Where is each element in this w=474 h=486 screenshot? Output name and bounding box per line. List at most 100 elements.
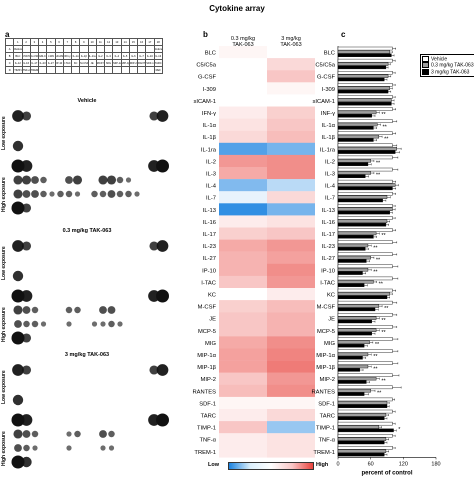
bar bbox=[337, 304, 380, 308]
blot-spot bbox=[11, 289, 25, 303]
heatmap-row-label: IP-10 bbox=[202, 268, 216, 274]
blot-spot bbox=[31, 320, 39, 328]
high-exposure-label: High exposure bbox=[1, 307, 7, 342]
blot-spot bbox=[14, 444, 22, 452]
blot-spot bbox=[107, 190, 116, 198]
blot-spot bbox=[106, 175, 117, 185]
bar-category-label: MIP-2 bbox=[320, 377, 335, 383]
blot-spot bbox=[99, 306, 107, 314]
heatmap-row-label: KC bbox=[208, 292, 216, 298]
blot-spot bbox=[156, 240, 169, 252]
blot-spot bbox=[12, 394, 24, 406]
significance-marker: ** bbox=[381, 330, 386, 336]
bar-category-label: IL-17 bbox=[322, 232, 335, 238]
significance-marker: ** bbox=[381, 233, 386, 239]
heatmap-cell bbox=[219, 360, 267, 373]
blot-spot bbox=[31, 306, 39, 314]
bar bbox=[337, 114, 372, 118]
colorbar-low-label: Low bbox=[208, 462, 219, 468]
bar bbox=[337, 319, 372, 324]
blot-spot bbox=[74, 306, 81, 314]
bar bbox=[337, 276, 393, 281]
heatmap-cell bbox=[219, 251, 267, 264]
bar bbox=[337, 150, 396, 154]
heatmap-row-label: BLC bbox=[205, 50, 216, 56]
bar bbox=[337, 376, 377, 381]
low-exposure-label: Low exposure bbox=[1, 246, 7, 280]
heatmap-cell bbox=[267, 324, 315, 337]
heatmap-cell bbox=[219, 263, 267, 277]
blot-spot bbox=[156, 110, 169, 122]
heatmap-row-label: RANTES bbox=[192, 389, 216, 395]
bar bbox=[337, 83, 393, 87]
bar-chart: 0 60 120 180 percent of control BLC C5/C5a G-CS… bbox=[311, 46, 441, 476]
heatmap-cell bbox=[219, 324, 267, 337]
bar bbox=[337, 195, 388, 199]
heatmap-cell bbox=[267, 142, 315, 156]
heatmap-row-label: JE bbox=[209, 317, 216, 323]
bar bbox=[337, 446, 393, 450]
heatmap-row-label: IL-13 bbox=[203, 208, 216, 214]
heatmap-cell bbox=[267, 433, 315, 446]
grid-cell: TIMP-1 bbox=[13, 66, 23, 74]
blot-spot bbox=[107, 306, 116, 314]
bar bbox=[337, 98, 392, 103]
bar bbox=[337, 331, 372, 336]
significance-marker: ** bbox=[379, 282, 384, 288]
heatmap-cell bbox=[219, 203, 267, 216]
heatmap-cell bbox=[267, 227, 315, 240]
blot-spot bbox=[31, 176, 39, 184]
heatmap-cell bbox=[219, 239, 267, 252]
bar bbox=[337, 58, 393, 63]
significance-marker: ** bbox=[373, 245, 378, 251]
significance-marker: ** bbox=[384, 306, 389, 312]
bar-category-label: MCP-5 bbox=[317, 329, 335, 335]
blot-spot bbox=[40, 190, 47, 198]
legend-label-vehicle: Vehicle bbox=[431, 56, 448, 63]
heatmap-cell bbox=[219, 384, 267, 398]
grid-cell: REF bbox=[153, 66, 163, 74]
bar-category-label: IL-2 bbox=[325, 159, 335, 165]
bar bbox=[337, 134, 380, 139]
heatmap-row-label: G-CSF bbox=[198, 75, 216, 81]
bar-category-label: IL-1ra bbox=[320, 147, 336, 153]
heatmap-cell bbox=[219, 300, 267, 313]
bar bbox=[337, 343, 365, 348]
blot-spot bbox=[11, 413, 25, 427]
bar bbox=[337, 356, 363, 360]
heatmap-cell bbox=[267, 154, 315, 168]
blot-spot bbox=[21, 111, 32, 121]
heatmap-cell bbox=[219, 409, 267, 422]
blot-spot bbox=[72, 175, 83, 185]
blot-spot bbox=[65, 306, 73, 314]
bar bbox=[337, 434, 393, 438]
panel-b-label: b bbox=[203, 30, 208, 39]
blot-spot bbox=[21, 175, 32, 185]
blot-spot bbox=[134, 191, 140, 197]
bar bbox=[337, 231, 377, 236]
significance-marker: ** bbox=[381, 378, 386, 384]
blot-spot bbox=[156, 413, 169, 427]
bar bbox=[337, 388, 371, 393]
bar bbox=[337, 361, 393, 365]
significance-marker: ** bbox=[373, 354, 378, 360]
blot-spot bbox=[149, 241, 159, 251]
array-layout-grid: 123456789101112131415161718AReferenceRef… bbox=[4, 38, 163, 74]
legend-item-vehicle: Vehicle bbox=[422, 56, 474, 62]
blot-spot bbox=[22, 430, 31, 438]
bar-category-label: INF-γ bbox=[321, 111, 335, 117]
bar bbox=[337, 62, 389, 66]
heatmap-cell bbox=[267, 288, 315, 301]
blot-spot bbox=[156, 289, 169, 303]
bar bbox=[337, 146, 397, 151]
bar bbox=[337, 401, 388, 405]
heatmap: BLC C5/C5a G-CSF I-309 sICAM-1 IFN-γ IL-1α IL-1… bbox=[192, 46, 315, 458]
bar bbox=[337, 349, 393, 353]
bar bbox=[337, 174, 366, 179]
heatmap-cell bbox=[219, 154, 267, 168]
x-axis-label: percent of control bbox=[361, 470, 412, 476]
significance-marker: ** bbox=[377, 390, 382, 396]
significance-marker: ** bbox=[381, 112, 386, 118]
bar bbox=[337, 240, 393, 244]
